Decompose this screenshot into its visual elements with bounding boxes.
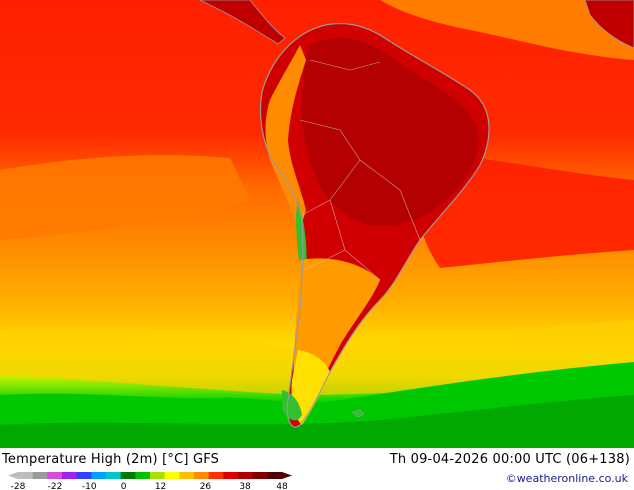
color-legend: -28 -22 -10 0 12 26 38 48	[8, 472, 292, 490]
legend-swatch	[18, 472, 34, 479]
legend-swatch	[208, 472, 224, 479]
legend-tick-label: 38	[239, 482, 251, 490]
legend-swatch	[267, 472, 283, 479]
legend-swatches	[8, 472, 292, 479]
legend-tick-label: 12	[155, 482, 166, 490]
legend-swatch	[223, 472, 239, 479]
legend-arrow-high	[282, 472, 292, 479]
legend-tick-label: 48	[276, 482, 288, 490]
legend-tick-label: -28	[11, 482, 26, 490]
legend-swatch	[106, 472, 122, 479]
central-america-land	[199, 0, 286, 45]
legend-swatch	[32, 472, 48, 479]
legend-swatch	[47, 472, 63, 479]
legend-swatch	[91, 472, 107, 479]
legend-swatch	[179, 472, 195, 479]
legend-swatch	[194, 472, 210, 479]
temperature-map	[0, 0, 634, 448]
atlantic-orange-band	[380, 0, 634, 60]
falkland-islands	[351, 409, 365, 418]
legend-swatch	[76, 472, 92, 479]
legend-arrow-low	[8, 472, 18, 479]
patagonia-yellow	[291, 350, 330, 425]
legend-swatch	[252, 472, 268, 479]
pacific-warm-band	[0, 155, 250, 240]
legend-ticks: -28 -22 -10 0 12 26 38 48	[11, 482, 288, 490]
map-title: Temperature High (2m) [°C] GFS	[2, 452, 220, 467]
legend-swatch	[164, 472, 180, 479]
legend-swatch	[135, 472, 151, 479]
legend-tick-label: -22	[48, 482, 63, 490]
valid-datetime: Th 09-04-2026 00:00 UTC (06+138)	[389, 452, 630, 467]
footer-bar: Temperature High (2m) [°C] GFS Th 09-04-…	[0, 448, 634, 490]
southern-green-dark	[0, 395, 634, 448]
country-borders	[299, 59, 421, 281]
andes-cooler-strip	[265, 45, 306, 230]
legend-swatch	[62, 472, 78, 479]
legend-swatch	[120, 472, 136, 479]
coastline	[259, 23, 490, 428]
legend-swatch	[150, 472, 166, 479]
credit-link[interactable]: ©weatheronline.co.uk	[505, 472, 628, 485]
legend-tick-label: 26	[200, 482, 212, 490]
legend-tick-label: -10	[82, 482, 97, 490]
legend-tick-label: 0	[121, 482, 127, 490]
legend-swatch	[238, 472, 254, 479]
